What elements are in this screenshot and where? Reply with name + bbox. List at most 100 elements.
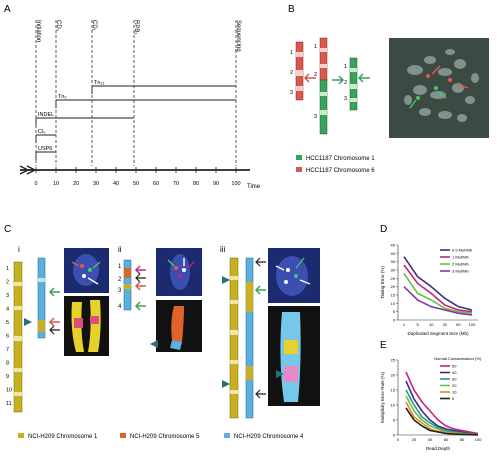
legend-label: 50 <box>452 364 457 369</box>
legend-swatch <box>224 433 230 438</box>
legend-label: HCC1187 Chromosome 6 <box>306 168 375 174</box>
x-tick-label: 20 <box>412 437 417 442</box>
red-arrow-icon <box>134 281 146 291</box>
green-arrow-icon <box>437 91 447 99</box>
green-arrow-icon <box>332 75 345 85</box>
time-tick-label: 100 <box>231 181 240 187</box>
lineage-label: Tn₀ <box>58 94 67 100</box>
legend-label: 0 <box>452 396 455 401</box>
ideogram-chr1-i <box>13 261 23 413</box>
red-arrow-icon <box>455 83 469 89</box>
band-label: 3 <box>344 96 347 102</box>
legend-label: HCC1187 Chromosome 1 <box>306 156 375 162</box>
panel-label-b: B <box>288 4 295 15</box>
time-tick-label: 20 <box>73 181 79 187</box>
time-axis-label: Time <box>247 184 261 190</box>
fish-image-c-ii <box>156 248 202 296</box>
breakpoint-triangle-icon <box>222 276 230 284</box>
chromosome-ideogram-6a <box>295 41 304 101</box>
y-tick-label: 15 <box>391 293 396 298</box>
red-arrow-icon <box>303 73 316 83</box>
band-label: 3 <box>6 293 9 299</box>
band-label: 1 <box>290 50 293 56</box>
x-tick-label: 80 <box>460 437 465 442</box>
band-label: 1 <box>6 266 9 272</box>
y-tick-label: 30 <box>391 268 396 273</box>
time-tick-label: 90 <box>213 181 219 187</box>
time-tick-label: 70 <box>173 181 179 187</box>
svg-text:2: 2 <box>118 277 122 283</box>
event-label: RPB₁ <box>133 20 139 34</box>
band-label: 7 <box>6 347 9 353</box>
y-axis-label: Timing Error (%) <box>380 266 385 299</box>
panel-c-nci-h209: i ii iii 1 2 3 4 5 6 7 8 9 10 11 <box>6 245 320 440</box>
lineage-label: INDEL <box>38 112 54 118</box>
x-axis-label: Duplicated Segment Size (Mb) <box>407 331 469 336</box>
legend-label: NCI-H209 Chromosome 1 <box>28 434 98 440</box>
green-arrow-icon <box>134 301 146 311</box>
band-label: 2 <box>314 72 317 78</box>
chromosome-paint-c-iii <box>268 306 320 406</box>
band-label: 5 <box>6 320 9 326</box>
green-arrow-icon <box>357 73 370 83</box>
subpanel-label-ii: ii <box>118 245 122 254</box>
y-tick-label: 10 <box>391 403 396 408</box>
series-line <box>403 256 473 311</box>
band-label: 11 <box>6 401 12 407</box>
band-label: 8 <box>6 361 9 367</box>
time-tick-label: 10 <box>53 181 59 187</box>
x-tick-label: 100 <box>475 437 482 442</box>
fish-image-hcc1187 <box>389 38 489 138</box>
legend-label: 10 <box>452 390 457 395</box>
black-arrow-icon <box>255 257 266 267</box>
time-tick-label: 40 <box>113 181 119 187</box>
panel-label-c: C <box>4 224 11 235</box>
legend-label: NCI-H209 Chromosome 5 <box>130 434 200 440</box>
band-label: 1 <box>314 44 317 50</box>
x-tick-label: 1 <box>403 322 406 327</box>
green-arrow-icon <box>254 285 266 295</box>
chromosome-ideogram-1 <box>349 57 358 111</box>
time-tick-label: 50 <box>133 181 139 187</box>
chromosome-ideogram-6b <box>319 37 328 135</box>
legend-swatch <box>296 155 302 160</box>
band-label: 4 <box>6 307 9 313</box>
legend-label: 1 Mut/Mb <box>452 255 469 260</box>
band-label: 2 <box>344 80 347 86</box>
breakpoint-triangle-icon <box>24 318 32 326</box>
band-label: 1 <box>344 64 347 70</box>
band-label: 2 <box>6 280 9 286</box>
legend-label: 40 <box>452 370 457 375</box>
subpanel-label-iii: iii <box>220 245 226 254</box>
y-tick-label: 0 <box>393 318 396 323</box>
subpanel-label-i: i <box>18 245 20 254</box>
y-tick-label: 10 <box>391 301 396 306</box>
y-tick-label: 20 <box>391 373 396 378</box>
svg-text:1: 1 <box>118 264 122 270</box>
magenta-arrow-icon <box>134 265 146 275</box>
x-tick-label: 60 <box>444 437 449 442</box>
lineage-label: Tn₁₃ <box>94 80 105 86</box>
panel-label-e: E <box>380 340 387 351</box>
series-line <box>405 371 479 435</box>
time-tick-label: 80 <box>193 181 199 187</box>
x-tick-label: 50 <box>456 322 461 327</box>
time-tick-label: 0 <box>34 181 37 187</box>
black-arrow-icon <box>255 389 266 399</box>
panel-label-a: A <box>4 4 11 15</box>
legend-label: 3 Mut/Mb <box>452 269 469 274</box>
panel-label-d: D <box>380 224 387 235</box>
x-tick-label: 0 <box>397 437 400 442</box>
red-arrow-icon <box>48 317 60 327</box>
panel-a-timeline: Initiation CD₀ CD₁ RPB₁ Sequencing Tn₁₃ Tn₀ IN… <box>19 20 261 190</box>
y-tick-label: 5 <box>393 309 396 314</box>
event-label: CD₁ <box>91 20 97 31</box>
series-line <box>405 380 479 435</box>
breakpoint-triangle-icon <box>222 380 230 388</box>
y-tick-label: 5 <box>393 418 396 423</box>
ideogram-chr1-iii <box>229 257 239 419</box>
ideogram-chr5-ii <box>123 259 132 311</box>
band-label: 9 <box>6 374 9 380</box>
